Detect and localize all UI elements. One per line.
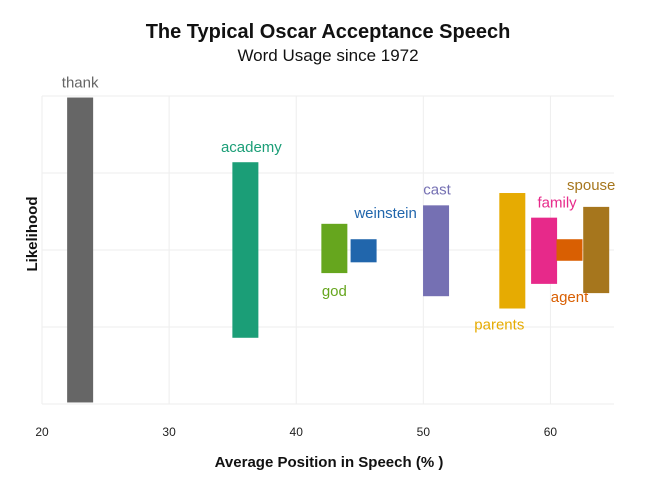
bars — [67, 97, 610, 403]
x-tick-label: 50 — [417, 425, 431, 439]
word-label-academy: academy — [221, 139, 282, 156]
bar-cast — [423, 205, 450, 297]
word-label-cast: cast — [423, 181, 451, 198]
word-labels: thank academy god weinstein cast parents famil… — [62, 75, 616, 334]
bar-spouse — [583, 206, 610, 294]
word-label-weinstein: weinstein — [353, 205, 417, 222]
x-tick-label: 30 — [162, 425, 176, 439]
y-axis-label: Likelihood — [24, 197, 41, 272]
word-label-god: god — [322, 283, 347, 300]
chart-title: The Typical Oscar Acceptance Speech — [146, 21, 511, 43]
word-label-family: family — [538, 195, 578, 212]
x-tick-label: 20 — [35, 425, 49, 439]
x-axis-ticks: 20 30 40 50 60 — [35, 425, 557, 439]
x-axis-label: Average Position in Speech (% ) — [215, 454, 444, 471]
word-label-agent: agent — [551, 289, 589, 306]
bar-thank — [67, 97, 94, 403]
bar-academy — [232, 162, 259, 338]
word-label-parents: parents — [474, 317, 524, 334]
bar-family — [531, 217, 558, 284]
bar-god — [321, 223, 348, 274]
bar-weinstein — [350, 239, 377, 263]
word-label-spouse: spouse — [567, 177, 615, 194]
bar-parents — [499, 193, 526, 309]
word-label-thank: thank — [62, 75, 99, 92]
x-tick-label: 40 — [290, 425, 304, 439]
bar-agent — [556, 239, 583, 261]
x-tick-label: 60 — [544, 425, 558, 439]
chart-subtitle: Word Usage since 1972 — [237, 46, 418, 65]
